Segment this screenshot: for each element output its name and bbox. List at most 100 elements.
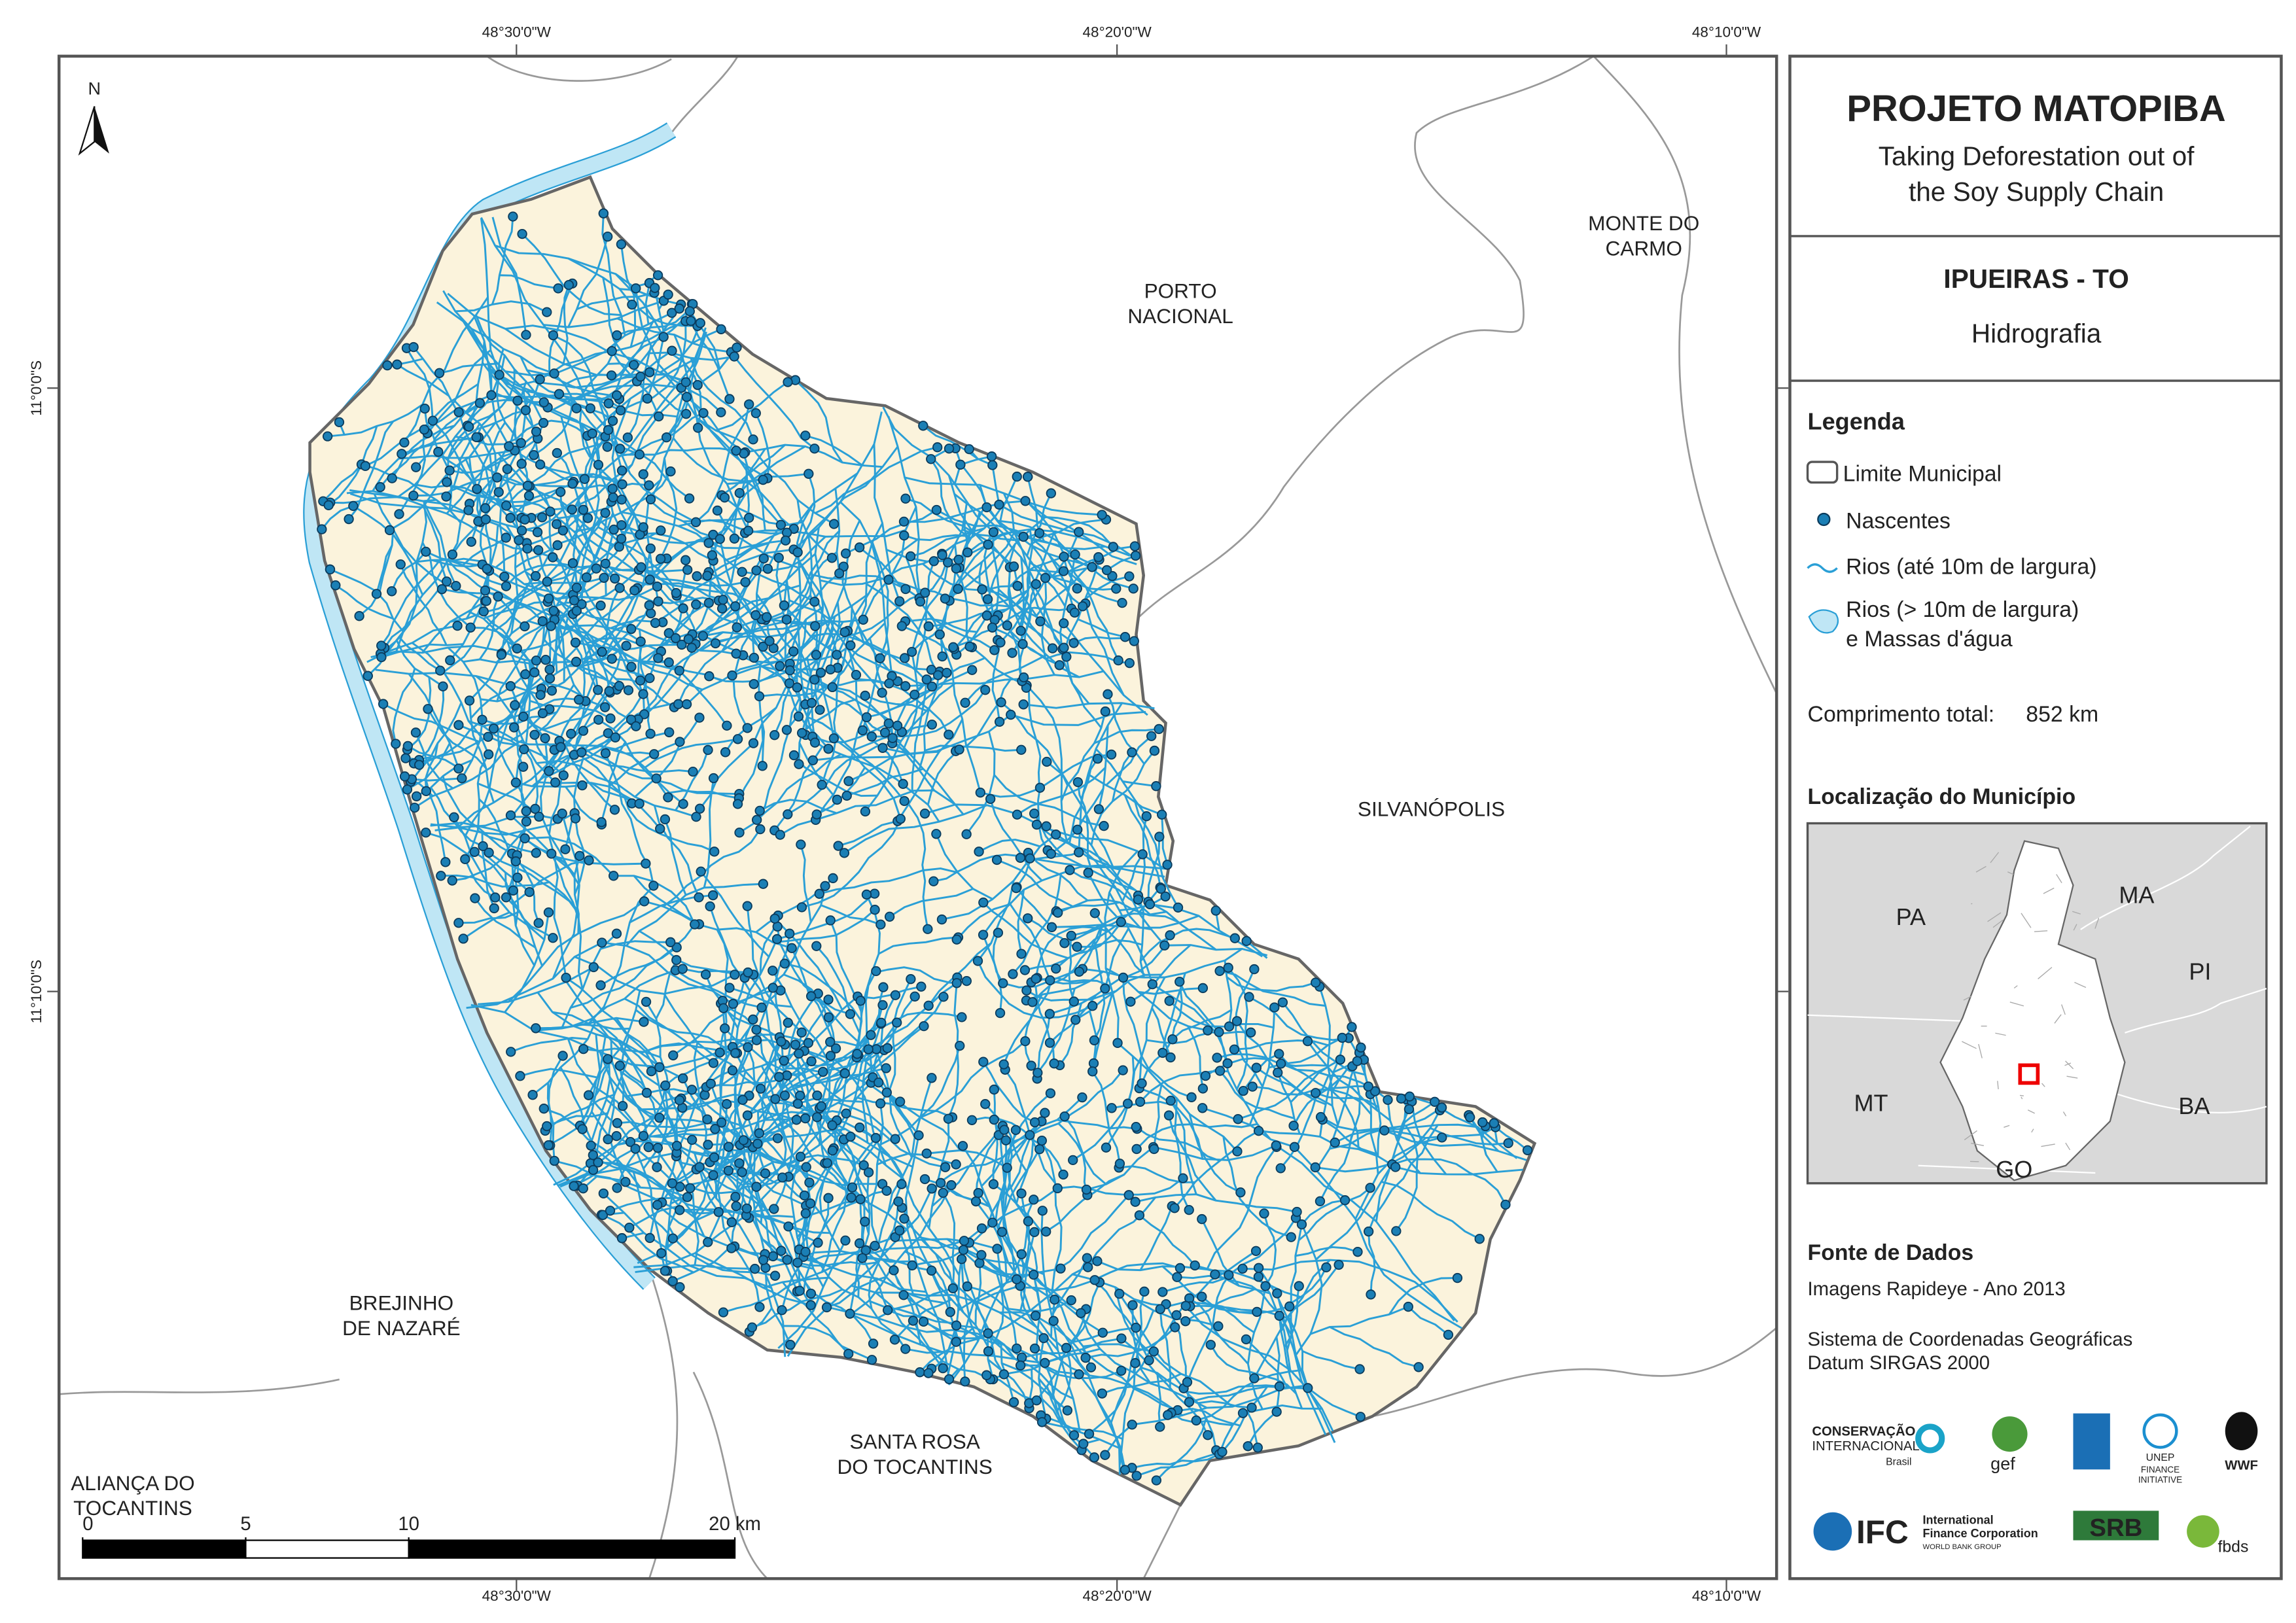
spring: [362, 671, 373, 681]
river: [392, 668, 416, 744]
river: [578, 383, 682, 400]
spring: [921, 674, 932, 685]
river: [521, 233, 622, 317]
river: [1219, 1070, 1295, 1119]
spring: [492, 472, 503, 483]
spring: [1089, 1452, 1100, 1463]
river: [1131, 1384, 1307, 1426]
river: [1245, 1338, 1288, 1388]
spring: [680, 377, 691, 387]
river: [903, 1217, 964, 1313]
spring: [734, 1158, 745, 1168]
river: [510, 473, 594, 519]
spring: [1016, 1249, 1027, 1259]
spring: [884, 678, 894, 689]
river: [1087, 773, 1163, 816]
inset-municipality: [2004, 1125, 2010, 1128]
river: [608, 741, 680, 788]
spring: [1122, 1098, 1133, 1109]
spring: [344, 514, 354, 525]
river: [648, 498, 720, 540]
spring: [916, 981, 927, 992]
spring: [535, 689, 546, 701]
spring: [987, 1217, 998, 1228]
river: [930, 458, 972, 539]
spring: [667, 345, 677, 356]
river: [829, 602, 841, 670]
river: [645, 283, 650, 324]
spring: [1097, 1388, 1108, 1399]
river: [1123, 794, 1162, 889]
spring: [1413, 1362, 1424, 1372]
spring: [1127, 1420, 1137, 1430]
spring: [465, 622, 476, 633]
coordinate-label: 48°10'0"W: [1692, 24, 1761, 41]
river: [798, 1053, 844, 1102]
spring: [1120, 1465, 1130, 1475]
river: [328, 425, 378, 506]
spring: [1165, 1095, 1176, 1106]
place-label: TOCANTINS: [73, 1496, 192, 1520]
river: [814, 527, 835, 739]
spring: [1100, 983, 1110, 994]
spring: [499, 571, 510, 582]
spring: [423, 704, 433, 714]
spring: [611, 390, 622, 400]
river: [965, 731, 996, 835]
spring: [557, 1051, 568, 1061]
spring: [1303, 1383, 1313, 1393]
spring: [731, 445, 741, 456]
spring: [577, 780, 588, 791]
spring: [719, 492, 730, 503]
spring: [436, 871, 446, 881]
spring: [977, 584, 987, 595]
spring: [1097, 510, 1107, 520]
river: [911, 562, 949, 652]
spring: [557, 525, 569, 536]
spring: [682, 565, 693, 575]
inset-municipality: [2027, 1109, 2035, 1114]
spring: [520, 514, 530, 525]
spring: [1146, 731, 1157, 741]
spring: [539, 397, 549, 408]
spring: [1087, 562, 1097, 572]
neighbour-boundary: [486, 56, 672, 82]
place-label: PORTO: [1144, 279, 1217, 303]
river: [1174, 1098, 1190, 1211]
spring: [807, 755, 819, 765]
spring: [1251, 1062, 1262, 1073]
river: [601, 213, 626, 336]
river: [1104, 850, 1139, 1043]
spring: [585, 403, 595, 413]
spring: [860, 806, 871, 817]
river: [805, 1251, 906, 1350]
spring: [953, 584, 963, 594]
spring: [531, 655, 542, 666]
river: [650, 394, 684, 500]
river: [349, 489, 539, 551]
spring: [376, 640, 387, 651]
spring: [1241, 1334, 1252, 1345]
spring: [1237, 1263, 1248, 1274]
spring: [1186, 1092, 1197, 1102]
spring: [919, 808, 930, 819]
river: [643, 1117, 805, 1138]
spring: [1163, 1410, 1173, 1420]
spring: [892, 1017, 902, 1028]
spring: [543, 907, 554, 918]
neighbour-boundary: [1593, 56, 1777, 694]
river: [620, 321, 687, 411]
river: [991, 464, 1000, 505]
spring: [691, 811, 701, 822]
spring: [1130, 1358, 1140, 1369]
river: [510, 1036, 588, 1053]
river: [575, 641, 703, 691]
place-label: BREJINHO: [349, 1291, 454, 1315]
river: [719, 977, 746, 1100]
river: [468, 340, 486, 427]
spring: [544, 766, 554, 777]
spring: [751, 610, 761, 621]
coordinate-label: 48°20'0"W: [1082, 1588, 1152, 1604]
river: [1290, 1058, 1341, 1103]
river: [1302, 1350, 1360, 1370]
